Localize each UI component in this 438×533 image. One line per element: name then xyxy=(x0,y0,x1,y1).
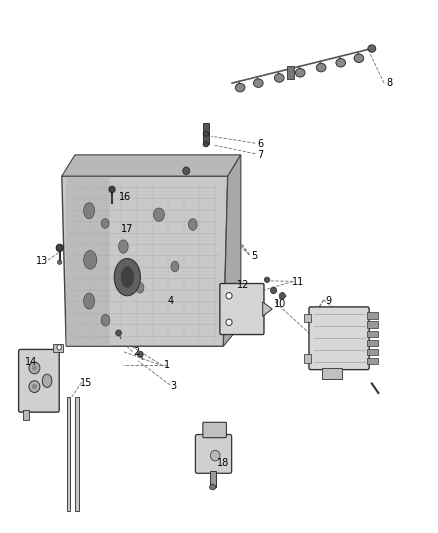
Text: 15: 15 xyxy=(80,378,92,389)
Ellipse shape xyxy=(84,293,95,309)
Ellipse shape xyxy=(119,240,128,253)
FancyBboxPatch shape xyxy=(18,350,59,412)
Polygon shape xyxy=(62,155,241,176)
Text: 6: 6 xyxy=(258,139,264,149)
Bar xyxy=(367,321,378,328)
Bar xyxy=(287,66,294,79)
Ellipse shape xyxy=(275,74,284,82)
Text: 16: 16 xyxy=(119,192,131,203)
Text: 1: 1 xyxy=(163,360,170,370)
Bar xyxy=(67,397,70,511)
Text: 7: 7 xyxy=(258,150,264,160)
Polygon shape xyxy=(263,302,272,316)
Ellipse shape xyxy=(138,351,143,357)
Text: 8: 8 xyxy=(386,78,392,88)
Ellipse shape xyxy=(153,208,164,221)
Ellipse shape xyxy=(235,83,245,92)
Ellipse shape xyxy=(29,362,40,374)
Bar xyxy=(203,123,208,134)
Text: 13: 13 xyxy=(36,256,48,266)
Ellipse shape xyxy=(116,330,121,336)
Bar xyxy=(367,312,378,319)
Ellipse shape xyxy=(121,266,134,288)
Ellipse shape xyxy=(56,244,63,252)
Ellipse shape xyxy=(183,167,190,174)
Bar xyxy=(304,354,311,363)
Bar xyxy=(53,344,63,352)
Ellipse shape xyxy=(57,345,61,350)
Ellipse shape xyxy=(226,293,232,299)
Ellipse shape xyxy=(84,251,97,269)
Text: 17: 17 xyxy=(121,224,134,235)
Ellipse shape xyxy=(316,63,326,72)
Bar xyxy=(367,340,378,346)
Ellipse shape xyxy=(226,319,232,326)
Text: 5: 5 xyxy=(251,251,257,261)
Polygon shape xyxy=(223,155,241,346)
Ellipse shape xyxy=(254,79,263,87)
Ellipse shape xyxy=(114,259,141,296)
Bar xyxy=(66,176,110,346)
Ellipse shape xyxy=(57,260,62,264)
Ellipse shape xyxy=(29,381,40,392)
Ellipse shape xyxy=(295,69,305,77)
Bar xyxy=(203,134,208,144)
Ellipse shape xyxy=(203,131,209,136)
Text: 3: 3 xyxy=(170,381,176,391)
Ellipse shape xyxy=(210,450,220,461)
Bar xyxy=(367,349,378,355)
Text: 4: 4 xyxy=(168,296,174,306)
Text: 11: 11 xyxy=(291,278,304,287)
Ellipse shape xyxy=(271,287,277,294)
Ellipse shape xyxy=(84,203,95,219)
Ellipse shape xyxy=(210,484,216,490)
Text: 9: 9 xyxy=(325,296,331,306)
Text: 10: 10 xyxy=(274,298,286,309)
Bar xyxy=(322,368,342,379)
Bar xyxy=(22,410,29,419)
Ellipse shape xyxy=(354,54,364,62)
Ellipse shape xyxy=(203,142,209,147)
FancyBboxPatch shape xyxy=(195,434,232,473)
Text: 12: 12 xyxy=(237,280,249,290)
Ellipse shape xyxy=(171,261,179,272)
FancyBboxPatch shape xyxy=(220,284,264,335)
Ellipse shape xyxy=(32,365,37,370)
FancyBboxPatch shape xyxy=(309,307,369,369)
Bar xyxy=(367,330,378,337)
Bar xyxy=(210,471,216,487)
Ellipse shape xyxy=(368,45,376,52)
Polygon shape xyxy=(62,176,228,346)
Ellipse shape xyxy=(42,374,52,387)
Ellipse shape xyxy=(109,186,115,192)
Ellipse shape xyxy=(265,277,270,282)
Text: 18: 18 xyxy=(217,458,230,468)
Ellipse shape xyxy=(136,282,144,293)
Bar xyxy=(75,397,79,511)
Ellipse shape xyxy=(101,314,110,326)
Ellipse shape xyxy=(336,59,346,67)
Ellipse shape xyxy=(32,384,37,389)
FancyBboxPatch shape xyxy=(203,422,226,438)
Text: 14: 14 xyxy=(25,357,37,367)
Ellipse shape xyxy=(188,219,197,230)
Ellipse shape xyxy=(101,219,109,228)
Ellipse shape xyxy=(279,293,286,299)
Bar xyxy=(304,313,311,322)
Text: 2: 2 xyxy=(133,346,139,357)
Bar xyxy=(367,358,378,365)
